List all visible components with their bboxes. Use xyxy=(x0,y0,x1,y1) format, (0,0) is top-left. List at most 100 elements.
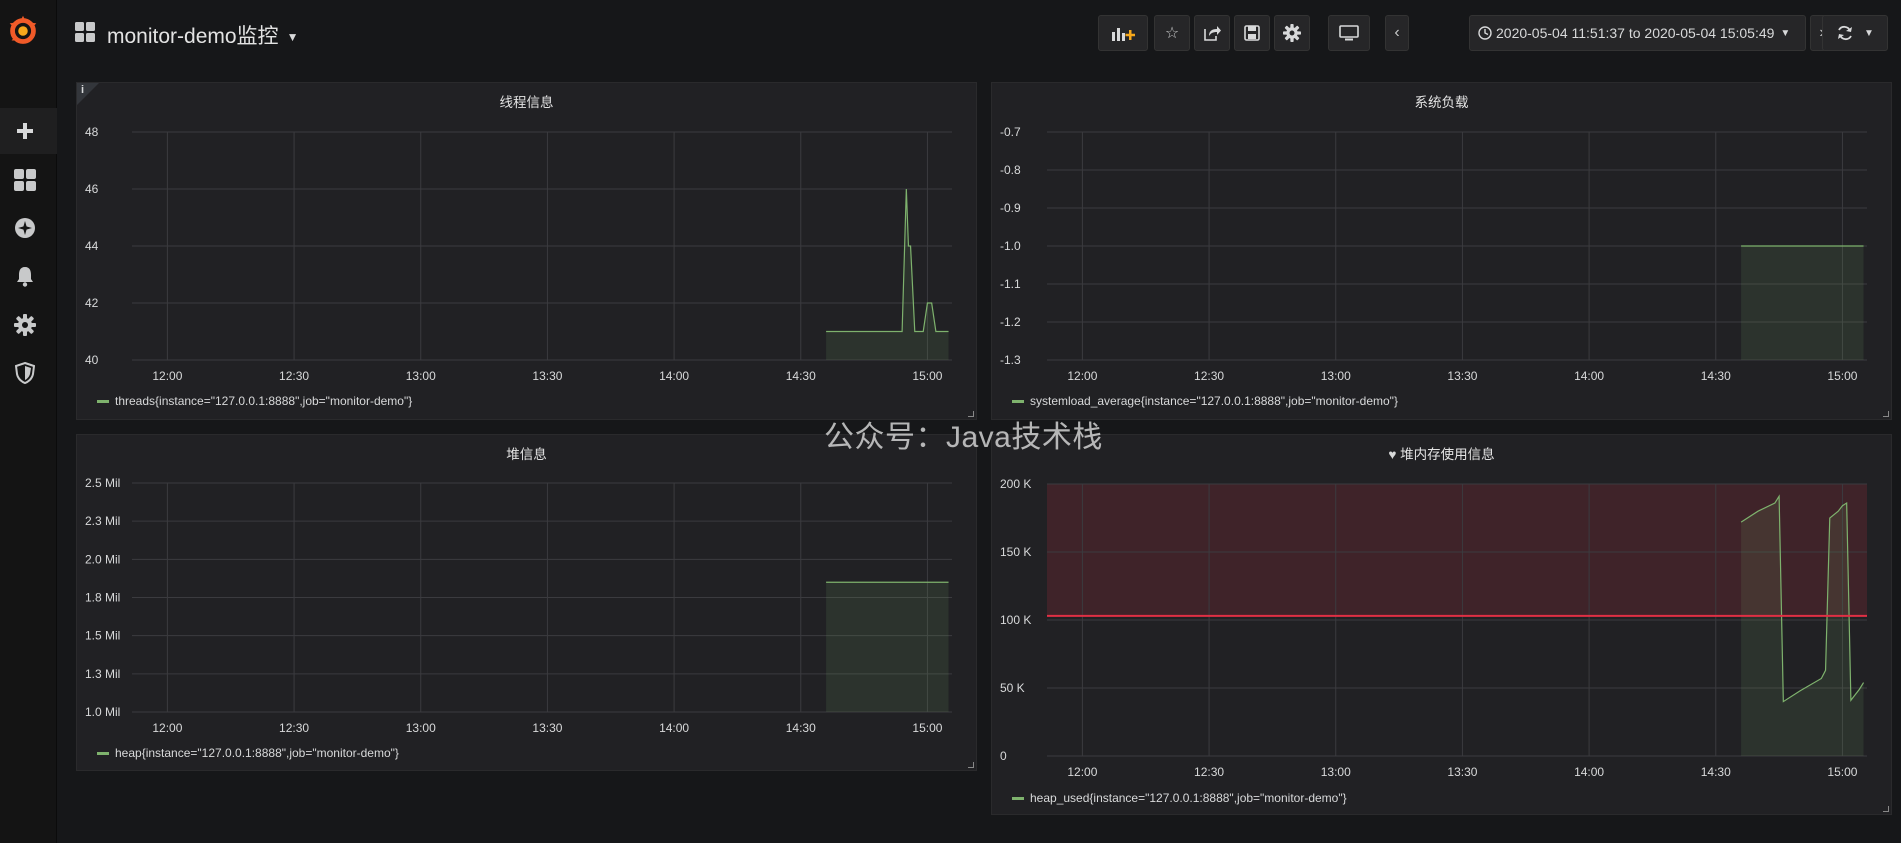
dashboard-navbar: monitor-demo监控 ▼ ☆ ‹ 2020-05-04 11:51:37 … xyxy=(57,0,1901,68)
y-tick-label: 44 xyxy=(85,239,99,253)
series-area xyxy=(826,582,949,712)
legend-item[interactable]: threads{instance="127.0.0.1:8888",job="m… xyxy=(97,394,412,408)
legend-label: threads{instance="127.0.0.1:8888",job="m… xyxy=(115,394,413,408)
dashboard-title-picker[interactable]: monitor-demo监控 ▼ xyxy=(107,20,298,50)
heap-graph[interactable]: 2.5 Mil 2.3 Mil 2.0 Mil 1.8 Mil 1.5 Mil 1.3 M… xyxy=(77,435,978,772)
panel-title[interactable]: 系统负载 xyxy=(1414,95,1469,110)
y-tick-label: -0.8 xyxy=(1000,163,1021,177)
threads-graph[interactable]: 48 46 44 42 40 12:00 12:30 13:00 13:30 14:00 14:30… xyxy=(77,83,978,421)
refresh-icon xyxy=(1838,25,1853,41)
tv-mode-button[interactable] xyxy=(1328,15,1370,51)
x-tick-label: 13:30 xyxy=(1447,369,1477,383)
panel-resize-handle[interactable] xyxy=(1883,411,1889,417)
explore-compass-icon[interactable] xyxy=(12,215,38,241)
x-tick-label: 14:00 xyxy=(659,369,689,383)
y-tick-label: 1.0 Mil xyxy=(85,705,120,719)
dashboards-icon[interactable] xyxy=(12,167,38,193)
y-tick-label: 2.3 Mil xyxy=(85,514,120,528)
x-tick-label: 14:00 xyxy=(659,721,689,735)
panel-resize-handle[interactable] xyxy=(968,762,974,768)
panel-system-load[interactable]: 系统负载 -0.7 -0.8 -0.9 -1.0 -1.1 -1.2 -1.3 12:00 12… xyxy=(991,82,1892,420)
panel-heap-used[interactable]: ♥ 堆内存使用信息 200 K 150 K 100 K 50 K 0 12:00 12:30… xyxy=(991,434,1892,815)
x-tick-label: 12:30 xyxy=(279,369,309,383)
alerting-bell-icon[interactable] xyxy=(12,263,38,289)
legend-label: heap{instance="127.0.0.1:8888",job="moni… xyxy=(115,746,399,760)
x-tick-label: 12:00 xyxy=(1067,765,1097,779)
caret-down-icon: ▼ xyxy=(286,30,299,45)
series-area xyxy=(1741,496,1864,756)
panel-resize-handle[interactable] xyxy=(1883,806,1889,812)
panel-title[interactable]: 堆信息 xyxy=(506,447,547,462)
x-tick-label: 13:00 xyxy=(1321,765,1351,779)
watermark-text: 公众号：Java技术栈 xyxy=(824,421,1103,454)
x-tick-label: 14:00 xyxy=(1574,369,1604,383)
legend-item[interactable]: heap{instance="127.0.0.1:8888",job="moni… xyxy=(97,746,399,760)
caret-down-icon: ▼ xyxy=(1780,27,1791,39)
x-tick-label: 14:30 xyxy=(1701,369,1731,383)
sidebar xyxy=(0,0,57,843)
y-tick-label: 200 K xyxy=(1000,477,1031,491)
legend-swatch xyxy=(1012,796,1024,800)
legend-item[interactable]: systemload_average{instance="127.0.0.1:8… xyxy=(1012,394,1398,408)
configuration-gear-icon[interactable] xyxy=(12,312,38,338)
time-range-picker[interactable]: 2020-05-04 11:51:37 to 2020-05-04 15:05:… xyxy=(1469,15,1806,51)
y-tick-label: 0 xyxy=(1000,749,1007,763)
x-tick-label: 15:00 xyxy=(1827,369,1857,383)
heap-used-graph[interactable]: 200 K 150 K 100 K 50 K 0 12:00 12:30 13:00 13:30… xyxy=(992,435,1893,816)
panel-info-corner[interactable] xyxy=(77,83,99,105)
star-button[interactable]: ☆ xyxy=(1154,15,1190,51)
system-load-graph[interactable]: -0.7 -0.8 -0.9 -1.0 -1.1 -1.2 -1.3 12:00 12:30 13… xyxy=(992,83,1893,421)
legend-swatch xyxy=(97,751,109,755)
legend-label: systemload_average{instance="127.0.0.1:8… xyxy=(1030,394,1398,408)
panel-title[interactable]: 线程信息 xyxy=(499,95,554,110)
y-tick-label: 2.0 Mil xyxy=(85,552,120,566)
y-tick-label: 100 K xyxy=(1000,613,1031,627)
y-tick-label: -1.2 xyxy=(1000,315,1021,329)
legend-item[interactable]: heap_used{instance="127.0.0.1:8888",job=… xyxy=(1012,791,1347,805)
x-tick-label: 15:00 xyxy=(912,369,942,383)
share-button[interactable] xyxy=(1194,15,1230,51)
server-admin-shield-icon[interactable] xyxy=(12,360,38,386)
y-tick-label: 2.5 Mil xyxy=(85,476,120,490)
x-tick-label: 15:00 xyxy=(1827,765,1857,779)
y-tick-label: -1.3 xyxy=(1000,353,1021,367)
y-tick-label: 42 xyxy=(85,296,99,310)
panel-resize-handle[interactable] xyxy=(968,411,974,417)
add-panel-icon xyxy=(1112,28,1135,41)
series-line xyxy=(1740,494,1865,703)
panel-title[interactable]: ♥ 堆内存使用信息 xyxy=(992,443,1891,463)
plus-icon[interactable] xyxy=(12,118,38,144)
panel-threads[interactable]: i 线程信息 48 46 44 42 40 12:00 12:30 13:00 13:30 14:… xyxy=(76,82,977,420)
clock-icon xyxy=(1478,26,1492,40)
x-tick-label: 15:00 xyxy=(912,721,942,735)
add-panel-button[interactable] xyxy=(1098,15,1148,51)
x-tick-label: 13:30 xyxy=(532,721,562,735)
series-area xyxy=(1741,246,1864,360)
legend-swatch xyxy=(1012,399,1024,403)
refresh-picker[interactable]: ▼ xyxy=(1822,15,1888,51)
y-tick-label: 46 xyxy=(85,182,99,196)
settings-button[interactable] xyxy=(1274,15,1310,51)
save-button[interactable] xyxy=(1234,15,1270,51)
x-tick-label: 14:30 xyxy=(786,369,816,383)
x-tick-label: 14:30 xyxy=(786,721,816,735)
star-icon: ☆ xyxy=(1164,25,1180,42)
grafana-logo-icon[interactable] xyxy=(4,12,42,50)
x-tick-label: 12:30 xyxy=(1194,765,1224,779)
series-line xyxy=(826,188,949,333)
dashboards-grid-icon xyxy=(75,22,95,42)
info-icon[interactable]: i xyxy=(81,84,85,96)
x-tick-label: 13:30 xyxy=(532,369,562,383)
panel-heap[interactable]: 堆信息 2.5 Mil 2.3 Mil 2.0 Mil 1.8 Mil 1.5 Mil 1… xyxy=(76,434,977,771)
time-back-button[interactable]: ‹ xyxy=(1385,15,1409,51)
caret-down-icon: ▼ xyxy=(1864,27,1874,39)
x-tick-label: 14:00 xyxy=(1574,765,1604,779)
y-tick-label: -1.1 xyxy=(1000,277,1021,291)
legend-swatch xyxy=(97,399,109,403)
y-tick-label: 1.5 Mil xyxy=(85,629,120,643)
heart-icon: ♥ xyxy=(1388,447,1397,462)
x-tick-label: 12:00 xyxy=(152,721,182,735)
y-tick-label: 40 xyxy=(85,353,99,367)
panel-title-text: 堆内存使用信息 xyxy=(1400,447,1495,462)
threshold-region xyxy=(1047,484,1867,616)
